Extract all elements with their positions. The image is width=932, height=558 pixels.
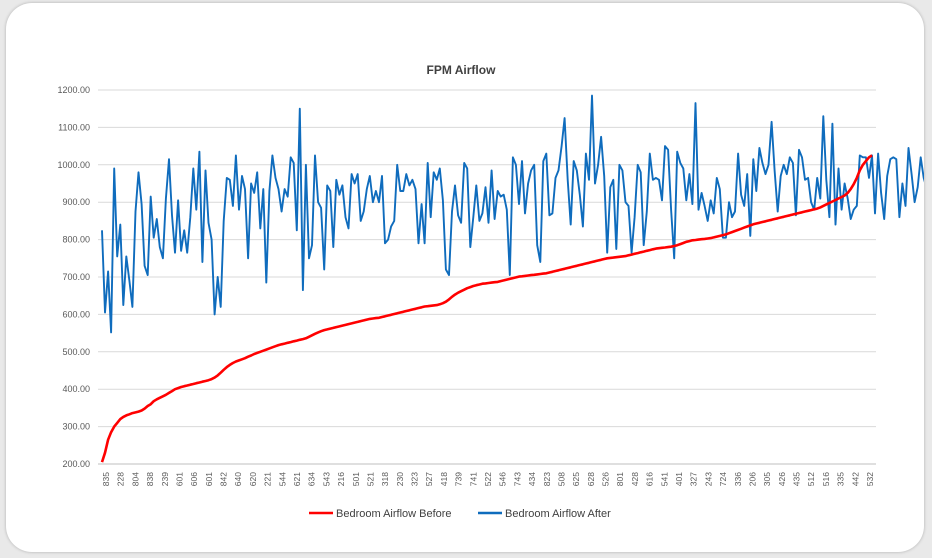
y-tick-label: 1100.00 bbox=[58, 122, 90, 132]
x-tick-label: 221 bbox=[263, 472, 273, 486]
x-tick-label: 206 bbox=[747, 472, 757, 486]
x-tick-label: 335 bbox=[836, 472, 846, 486]
y-tick-label: 1000.00 bbox=[57, 160, 90, 170]
x-tick-label: 323 bbox=[410, 472, 420, 486]
x-tick-label: 823 bbox=[542, 472, 552, 486]
y-axis-ticks: 200.00 300.00 400.00 500.00 600.00 700.00 800.… bbox=[57, 85, 90, 469]
x-tick-label: 216 bbox=[336, 472, 346, 486]
legend-item-before: Bedroom Airflow Before bbox=[309, 508, 452, 520]
legend-item-after: Bedroom Airflow After bbox=[478, 508, 611, 520]
x-tick-label: 522 bbox=[483, 472, 493, 486]
x-tick-label: 543 bbox=[321, 472, 331, 486]
x-tick-label: 521 bbox=[365, 472, 375, 486]
y-tick-label: 800.00 bbox=[62, 235, 90, 245]
y-tick-label: 400.00 bbox=[62, 384, 90, 394]
y-tick-label: 700.00 bbox=[62, 272, 90, 282]
series-line-before bbox=[100, 154, 873, 463]
x-tick-label: 801 bbox=[615, 472, 625, 486]
x-tick-label: 428 bbox=[630, 472, 640, 486]
x-tick-label: 634 bbox=[307, 472, 317, 486]
y-tick-label: 1200.00 bbox=[57, 85, 90, 95]
x-tick-label: 526 bbox=[601, 472, 611, 486]
x-tick-label: 601 bbox=[174, 472, 184, 486]
x-tick-label: 418 bbox=[439, 472, 449, 486]
x-tick-label: 842 bbox=[219, 472, 229, 486]
x-tick-label: 724 bbox=[718, 472, 728, 486]
legend: Bedroom Airflow Before Bedroom Airflow A… bbox=[309, 508, 611, 520]
x-tick-label: 616 bbox=[645, 472, 655, 486]
x-tick-label: 741 bbox=[468, 472, 478, 486]
x-tick-label: 640 bbox=[233, 472, 243, 486]
legend-label-after: Bedroom Airflow After bbox=[505, 508, 611, 520]
x-tick-label: 435 bbox=[792, 472, 802, 486]
y-tick-label: 500.00 bbox=[62, 347, 90, 357]
x-tick-label: 239 bbox=[160, 472, 170, 486]
x-tick-label: 512 bbox=[806, 472, 816, 486]
x-tick-label: 318 bbox=[380, 472, 390, 486]
x-tick-label: 743 bbox=[512, 472, 522, 486]
x-tick-label: 336 bbox=[733, 472, 743, 486]
x-tick-label: 739 bbox=[454, 472, 464, 486]
x-tick-label: 516 bbox=[821, 472, 831, 486]
x-tick-label: 442 bbox=[850, 472, 860, 486]
x-tick-label: 544 bbox=[277, 472, 287, 486]
y-tick-label: 600.00 bbox=[62, 309, 90, 319]
series-layer bbox=[100, 94, 924, 463]
x-tick-label: 305 bbox=[762, 472, 772, 486]
y-tick-label: 900.00 bbox=[62, 197, 90, 207]
chart-card: FPM Airflow 200.00 300.00 400.00 500.00 600.… bbox=[6, 3, 924, 552]
x-tick-label: 327 bbox=[689, 472, 699, 486]
x-tick-label: 835 bbox=[101, 472, 111, 486]
y-tick-label: 300.00 bbox=[62, 422, 90, 432]
x-tick-label: 838 bbox=[145, 472, 155, 486]
chart-title: FPM Airflow bbox=[427, 63, 497, 77]
x-tick-label: 532 bbox=[865, 472, 875, 486]
y-tick-label: 200.00 bbox=[62, 459, 90, 469]
x-tick-label: 527 bbox=[424, 472, 434, 486]
series-line-after bbox=[101, 94, 924, 334]
x-tick-label: 501 bbox=[351, 472, 361, 486]
x-tick-label: 601 bbox=[204, 472, 214, 486]
x-tick-label: 804 bbox=[130, 472, 140, 486]
x-tick-label: 426 bbox=[777, 472, 787, 486]
chart-svg: FPM Airflow 200.00 300.00 400.00 500.00 600.… bbox=[57, 63, 924, 520]
x-axis-ticks: 835 228 804 838 239 601 606 601 842 640 620 221 544 6… bbox=[101, 472, 875, 486]
x-tick-label: 434 bbox=[527, 472, 537, 486]
legend-label-before: Bedroom Airflow Before bbox=[336, 508, 452, 520]
x-tick-label: 625 bbox=[571, 472, 581, 486]
x-tick-label: 508 bbox=[556, 472, 566, 486]
x-tick-label: 243 bbox=[703, 472, 713, 486]
x-tick-label: 541 bbox=[659, 472, 669, 486]
x-tick-label: 228 bbox=[116, 472, 126, 486]
x-tick-label: 546 bbox=[498, 472, 508, 486]
x-tick-label: 620 bbox=[248, 472, 258, 486]
x-tick-label: 621 bbox=[292, 472, 302, 486]
x-tick-label: 628 bbox=[586, 472, 596, 486]
gridlines bbox=[98, 89, 876, 465]
x-tick-label: 401 bbox=[674, 472, 684, 486]
x-tick-label: 606 bbox=[189, 472, 199, 486]
x-tick-label: 230 bbox=[395, 472, 405, 486]
